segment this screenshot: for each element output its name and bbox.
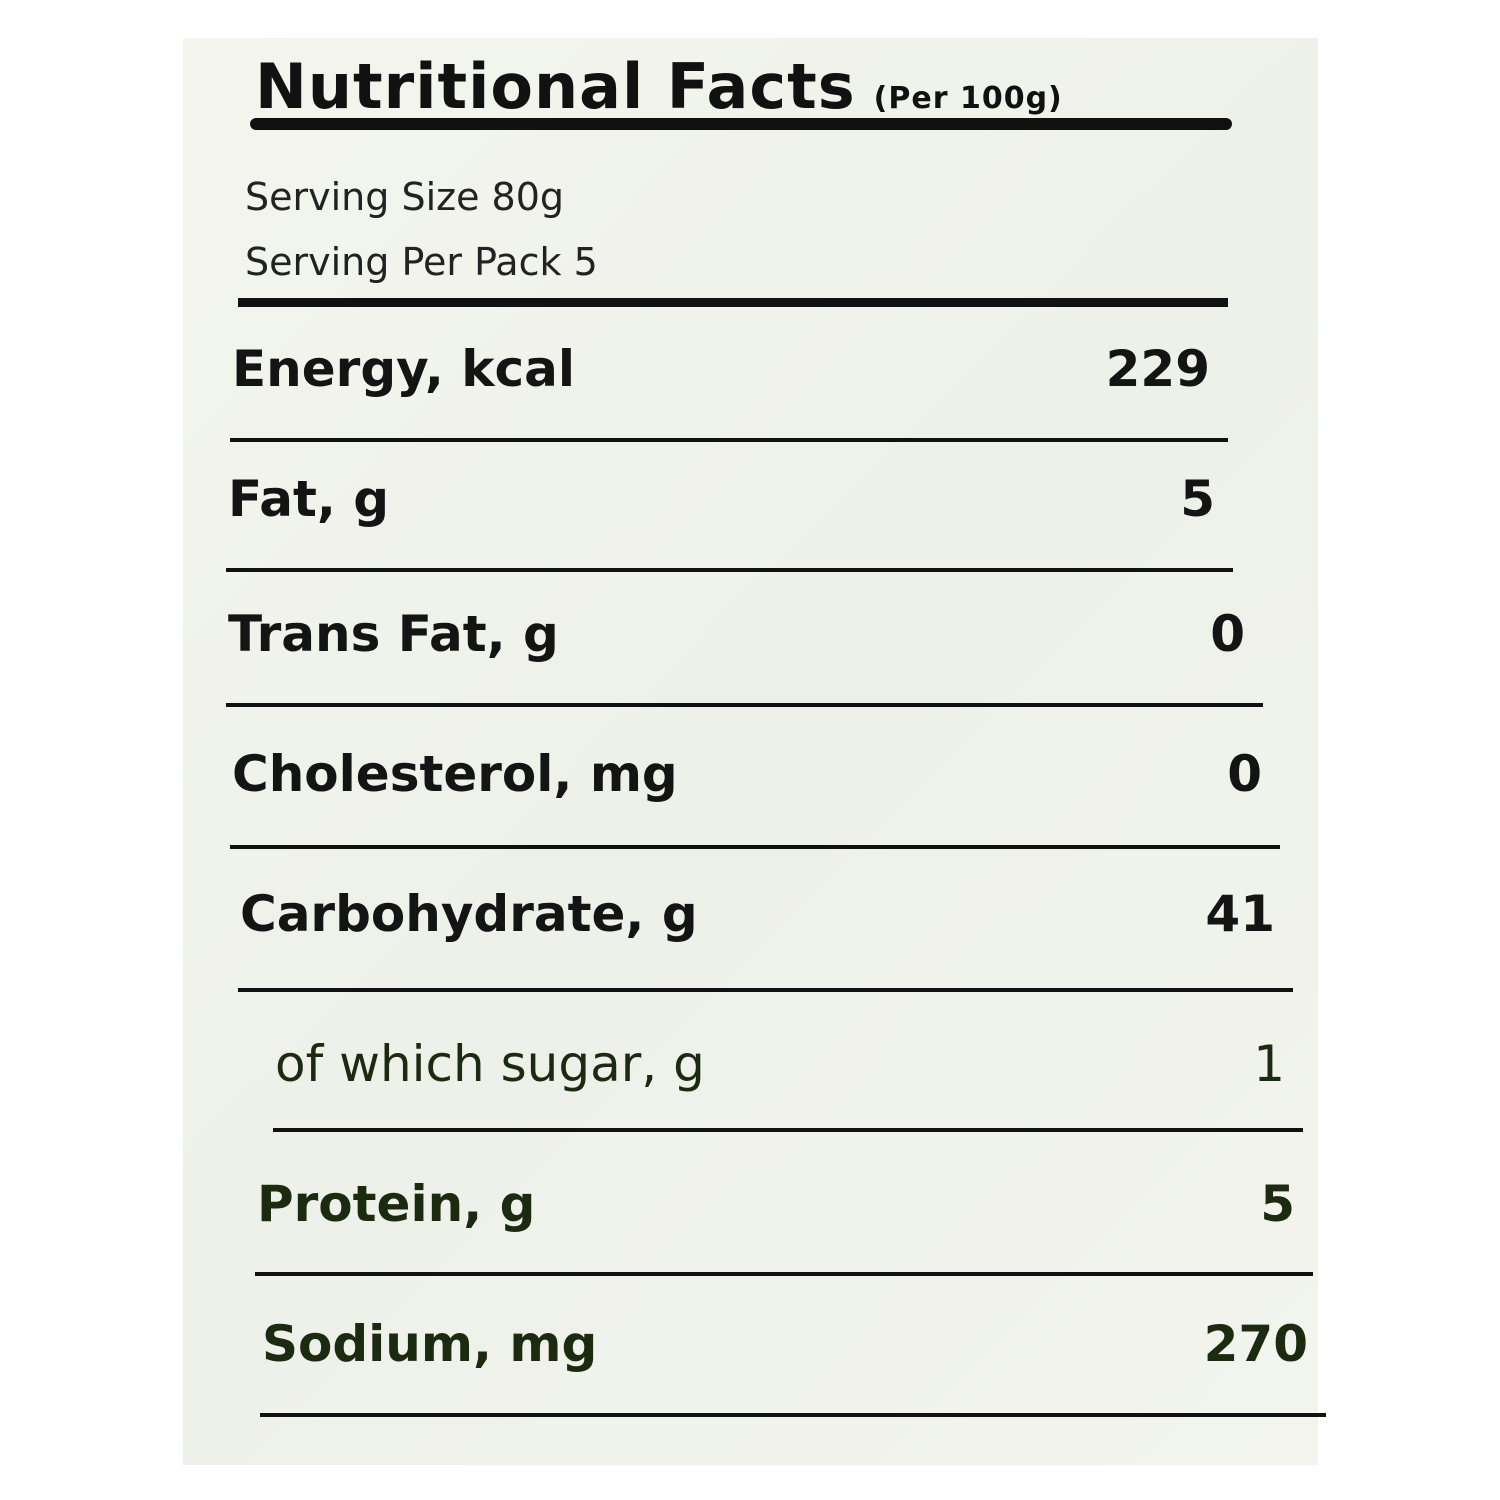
nutrient-value: 5 bbox=[1180, 470, 1215, 528]
serving-rule bbox=[238, 298, 1228, 307]
nutrient-name: Energy, kcal bbox=[232, 340, 575, 398]
row-rule bbox=[238, 988, 1293, 992]
nutrient-value: 1 bbox=[1253, 1035, 1285, 1093]
nutrient-name: of which sugar, g bbox=[275, 1035, 705, 1093]
nutrient-name: Carbohydrate, g bbox=[240, 885, 698, 943]
row-rule bbox=[230, 845, 1280, 849]
title-rule bbox=[250, 118, 1232, 130]
row-rule bbox=[226, 703, 1263, 707]
title-line: Nutritional Facts (Per 100g) bbox=[255, 50, 1063, 123]
row-rule bbox=[230, 438, 1228, 442]
nutrient-value: 41 bbox=[1205, 885, 1275, 943]
label-panel bbox=[183, 38, 1318, 1465]
nutrient-value: 270 bbox=[1203, 1315, 1308, 1373]
nutrient-value: 0 bbox=[1210, 605, 1245, 663]
title: Nutritional Facts bbox=[255, 50, 856, 123]
basis: (Per 100g) bbox=[873, 81, 1063, 116]
serving-per-pack: Serving Per Pack 5 bbox=[245, 240, 598, 284]
row-rule bbox=[255, 1272, 1313, 1276]
row-rule bbox=[226, 568, 1233, 572]
nutrient-name: Fat, g bbox=[228, 470, 390, 528]
nutrient-name: Cholesterol, mg bbox=[232, 745, 678, 803]
nutrient-value: 5 bbox=[1260, 1175, 1295, 1233]
nutrient-name: Sodium, mg bbox=[262, 1315, 598, 1373]
serving-size: Serving Size 80g bbox=[245, 175, 565, 219]
row-rule bbox=[273, 1128, 1303, 1132]
nutrient-value: 229 bbox=[1105, 340, 1210, 398]
row-rule bbox=[260, 1413, 1326, 1417]
nutrient-name: Protein, g bbox=[257, 1175, 536, 1233]
nutrient-name: Trans Fat, g bbox=[228, 605, 559, 663]
nutrient-value: 0 bbox=[1227, 745, 1262, 803]
